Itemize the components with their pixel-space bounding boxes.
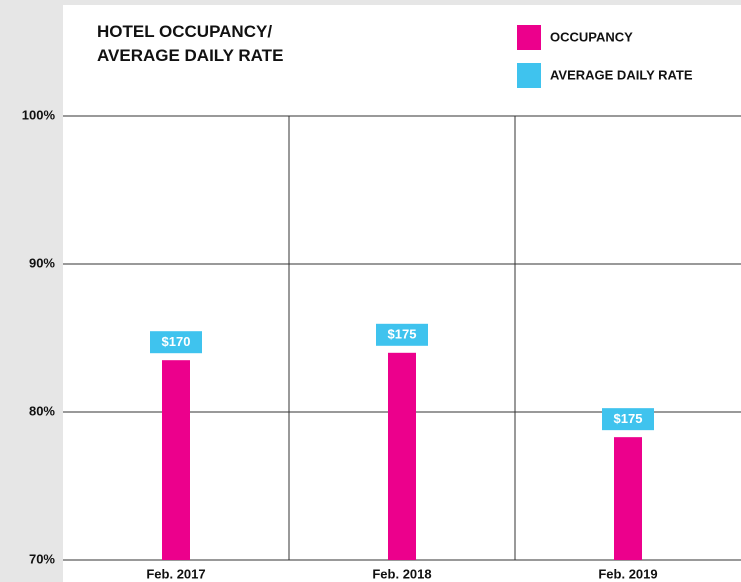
x-tick-label: Feb. 2019 (598, 566, 657, 581)
rate-label-box (602, 408, 654, 431)
x-tick-label: Feb. 2017 (146, 566, 205, 581)
y-tick-label: 90% (29, 255, 55, 270)
legend-swatch (517, 25, 541, 50)
y-tick-label: 100% (22, 107, 56, 122)
rate-label-box (150, 331, 202, 354)
chart-title: HOTEL OCCUPANCY/ AVERAGE DAILY RATE (97, 22, 284, 65)
rate-label: $175 (388, 327, 417, 342)
bar (388, 352, 416, 560)
bar (614, 437, 642, 560)
rate-label: $170 (162, 334, 191, 349)
legend-label: AVERAGE DAILY RATE (550, 67, 693, 82)
rate-label-box (376, 323, 428, 346)
legend-label: OCCUPANCY (550, 29, 633, 44)
bar (162, 360, 190, 560)
rate-label: $175 (614, 411, 643, 426)
y-tick-label: 80% (29, 403, 55, 418)
y-tick-label: 70% (29, 551, 55, 566)
x-tick-label: Feb. 2018 (372, 566, 431, 581)
legend-swatch (517, 63, 541, 88)
